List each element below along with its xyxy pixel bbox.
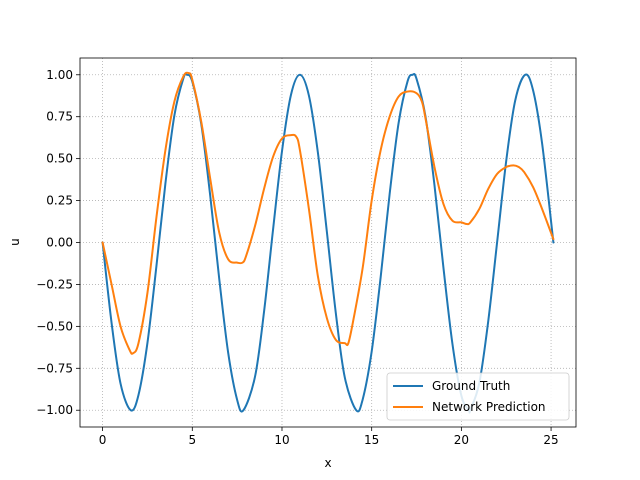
y-tick-label: 0.25 bbox=[46, 194, 73, 208]
y-tick-label: −1.00 bbox=[36, 403, 73, 417]
x-tick-label: 5 bbox=[188, 433, 196, 447]
x-tick-label: 20 bbox=[454, 433, 469, 447]
axis-ticks: 0 5 10 15 20 25 −1.00 −0.75 −0.50 −0.25 0.00 0.25 0.… bbox=[36, 68, 558, 447]
legend-label-ground-truth: Ground Truth bbox=[432, 379, 510, 393]
y-tick-label: −0.50 bbox=[36, 319, 73, 333]
y-tick-label: 0.75 bbox=[46, 110, 73, 124]
legend: Ground Truth Network Prediction bbox=[386, 372, 570, 421]
series-line-network-prediction bbox=[101, 71, 555, 355]
x-axis-label: x bbox=[324, 456, 331, 470]
y-axis-label: u bbox=[8, 238, 22, 246]
legend-label-network-prediction: Network Prediction bbox=[432, 400, 546, 414]
y-tick-label: 0.00 bbox=[46, 236, 73, 250]
y-tick-label: 0.50 bbox=[46, 152, 73, 166]
x-tick-label: 25 bbox=[543, 433, 558, 447]
x-tick-label: 10 bbox=[274, 433, 289, 447]
y-tick-label: −0.25 bbox=[36, 277, 73, 291]
y-tick-label: −0.75 bbox=[36, 361, 73, 375]
legend-box bbox=[386, 372, 570, 421]
y-tick-label: 1.00 bbox=[46, 68, 73, 82]
x-tick-label: 0 bbox=[99, 433, 107, 447]
x-tick-label: 15 bbox=[364, 433, 379, 447]
